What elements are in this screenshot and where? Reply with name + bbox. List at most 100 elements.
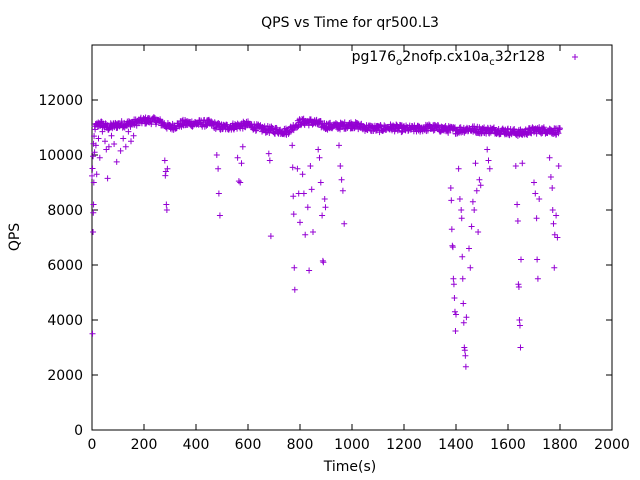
data-point	[89, 330, 96, 337]
data-point	[462, 352, 469, 359]
data-point	[289, 142, 296, 149]
data-point	[448, 226, 455, 233]
data-point	[203, 122, 210, 129]
series-points	[89, 114, 563, 370]
data-point	[215, 165, 222, 172]
y-tick-label: 0	[74, 423, 83, 439]
data-point	[90, 153, 97, 160]
chart-title: QPS vs Time for qr500.L3	[261, 15, 439, 31]
data-point	[550, 220, 557, 227]
data-point	[528, 130, 535, 137]
data-point	[117, 147, 124, 154]
data-point	[252, 127, 259, 134]
data-point	[556, 126, 563, 133]
data-point	[450, 275, 457, 282]
data-point	[532, 190, 539, 197]
data-point	[534, 256, 541, 263]
legend-marker-symbol	[572, 54, 578, 60]
data-point	[93, 171, 100, 178]
data-point	[150, 114, 157, 121]
data-point	[161, 157, 168, 164]
data-point	[306, 267, 313, 274]
x-tick-label: 2000	[594, 437, 630, 453]
data-point	[451, 308, 458, 315]
data-point	[546, 154, 553, 161]
data-point	[291, 286, 298, 293]
data-point	[295, 190, 302, 197]
data-point	[462, 363, 469, 370]
data-point	[338, 176, 345, 183]
data-point	[557, 125, 563, 132]
data-point	[514, 201, 521, 208]
data-point	[425, 121, 432, 128]
data-point	[289, 164, 296, 171]
data-point	[337, 126, 344, 133]
data-point	[92, 126, 99, 133]
data-point	[485, 157, 492, 164]
data-point	[90, 179, 97, 186]
x-tick-label: 400	[183, 437, 210, 453]
data-point	[316, 154, 323, 161]
data-point	[471, 207, 478, 213]
data-point	[163, 207, 170, 213]
data-point	[468, 223, 475, 230]
data-point	[449, 242, 456, 249]
data-point	[467, 264, 474, 271]
data-point	[392, 126, 399, 133]
legend-label-part: 32r128	[495, 49, 545, 65]
data-point	[213, 152, 220, 158]
data-point	[449, 244, 456, 251]
data-point	[516, 317, 523, 323]
data-point	[399, 128, 406, 135]
data-point	[215, 120, 222, 127]
data-point	[448, 197, 455, 204]
data-point	[321, 196, 328, 202]
data-point	[122, 143, 129, 150]
data-point	[354, 120, 361, 127]
data-point	[533, 215, 540, 222]
data-point	[444, 128, 451, 135]
data-point	[447, 185, 454, 191]
legend-label-subscript: c	[489, 57, 495, 68]
data-point	[477, 182, 484, 189]
data-point	[290, 211, 297, 218]
data-point	[435, 122, 442, 129]
data-point	[484, 146, 491, 153]
data-point	[299, 116, 306, 123]
y-tick-label: 2000	[47, 368, 83, 384]
data-point	[451, 295, 458, 301]
data-point	[113, 158, 120, 165]
data-point	[473, 187, 480, 194]
data-point	[430, 127, 437, 134]
y-tick-label: 4000	[47, 313, 83, 329]
x-tick-label: 1800	[542, 437, 578, 453]
data-point	[466, 245, 472, 252]
data-point	[297, 219, 303, 226]
data-point	[224, 122, 231, 129]
data-point	[461, 344, 468, 351]
data-point	[99, 128, 106, 135]
data-point	[90, 201, 97, 208]
legend: pg176o2nofp.cx10ac32r128	[352, 49, 578, 68]
data-point	[531, 179, 537, 186]
data-point	[553, 212, 560, 219]
data-point	[215, 190, 222, 197]
data-point	[317, 179, 324, 186]
data-point	[476, 176, 483, 183]
data-point	[307, 163, 314, 169]
y-axis-ticks: 0 2000 4000 6000 8000 10000 12000	[38, 93, 612, 439]
legend-label-subscript: o	[396, 57, 402, 68]
y-axis-label: QPS	[7, 223, 23, 251]
data-point	[522, 127, 529, 134]
data-point	[164, 165, 171, 172]
data-point	[456, 196, 463, 202]
data-point	[104, 175, 111, 182]
data-point	[234, 154, 241, 161]
data-point	[450, 281, 457, 288]
data-point	[512, 163, 519, 169]
x-tick-label: 1200	[386, 437, 422, 453]
data-point	[163, 201, 170, 208]
data-point	[459, 275, 466, 282]
